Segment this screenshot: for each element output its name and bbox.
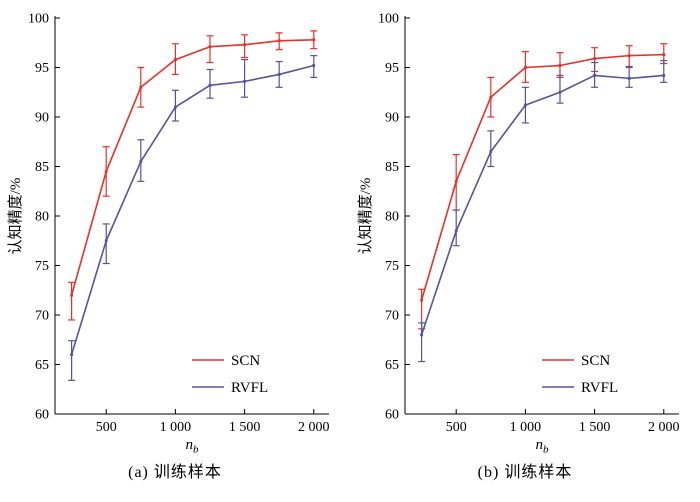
legend: SCN RVFL xyxy=(192,353,268,396)
y-axis-ticks: 60 65 70 75 80 85 90 95 100 xyxy=(28,12,60,423)
axes xyxy=(54,16,329,415)
chart-a-canvas: 60 65 70 75 80 85 90 95 100 500 1 000 1 500 2 000 认知精… xyxy=(7,12,330,456)
x-tick-label: 1 000 xyxy=(510,420,542,435)
y-tick-label: 90 xyxy=(385,111,399,126)
y-tick-label: 100 xyxy=(378,12,399,27)
legend-label-RVFL: RVFL xyxy=(231,380,268,396)
series-RVFL xyxy=(68,55,318,381)
legend-label-SCN: SCN xyxy=(231,353,260,369)
caption-a: (a) 训练样本 xyxy=(128,464,222,481)
y-tick-label: 95 xyxy=(385,61,399,76)
y-tick-label: 100 xyxy=(28,12,49,27)
x-tick-label: 1 000 xyxy=(160,420,192,435)
legend-label-SCN: SCN xyxy=(581,353,610,369)
x-tick-label: 2 000 xyxy=(648,420,680,435)
x-tick-label: 1 500 xyxy=(229,420,261,435)
legend-label-RVFL: RVFL xyxy=(581,380,618,396)
y-tick-label: 60 xyxy=(385,408,399,423)
x-axis-label: nb xyxy=(536,437,550,456)
series-SCN xyxy=(418,43,668,330)
y-tick-label: 70 xyxy=(35,309,49,324)
y-tick-label: 75 xyxy=(35,259,49,274)
y-tick-label: 95 xyxy=(35,61,49,76)
x-tick-label: 2 000 xyxy=(298,420,330,435)
subfigure-a: 60 65 70 75 80 85 90 95 100 500 1 000 1 500 2 000 认知精… xyxy=(7,4,343,482)
x-axis-label: nb xyxy=(186,437,200,456)
y-tick-label: 80 xyxy=(35,210,49,225)
y-tick-label: 90 xyxy=(35,111,49,126)
x-tick-label: 1 500 xyxy=(579,420,611,435)
y-tick-label: 65 xyxy=(385,358,399,373)
y-tick-label: 85 xyxy=(35,160,49,175)
y-axis-label: 认知精度/% xyxy=(357,178,374,255)
y-axis-label: 认知精度/% xyxy=(7,178,24,255)
chart-b-canvas: 60 65 70 75 80 85 90 95 100 500 1 000 1 500 2 000 认知精… xyxy=(357,12,680,456)
series-RVFL xyxy=(418,59,668,363)
y-tick-label: 80 xyxy=(385,210,399,225)
y-tick-label: 85 xyxy=(385,160,399,175)
y-tick-label: 60 xyxy=(35,408,49,423)
legend: SCN RVFL xyxy=(542,353,618,396)
x-axis-ticks: 500 1 000 1 500 2 000 xyxy=(96,409,330,435)
series-SCN xyxy=(68,30,318,321)
y-tick-label: 75 xyxy=(385,259,399,274)
y-axis-ticks: 60 65 70 75 80 85 90 95 100 xyxy=(378,12,410,423)
y-tick-label: 70 xyxy=(385,309,399,324)
x-axis-ticks: 500 1 000 1 500 2 000 xyxy=(446,409,680,435)
caption-b: (b) 训练样本 xyxy=(477,464,573,481)
x-tick-label: 500 xyxy=(96,420,117,435)
y-tick-label: 65 xyxy=(35,358,49,373)
subfigure-b: 60 65 70 75 80 85 90 95 100 500 1 000 1 500 2 000 认知精… xyxy=(357,4,693,482)
axes xyxy=(404,16,679,415)
x-tick-label: 500 xyxy=(446,420,467,435)
